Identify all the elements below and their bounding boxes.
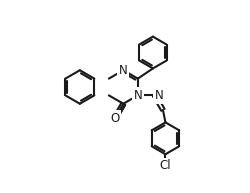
- Text: Cl: Cl: [159, 159, 170, 172]
- Text: N: N: [118, 64, 127, 77]
- Text: N: N: [154, 89, 163, 102]
- Text: N: N: [133, 89, 142, 102]
- Text: O: O: [110, 112, 119, 125]
